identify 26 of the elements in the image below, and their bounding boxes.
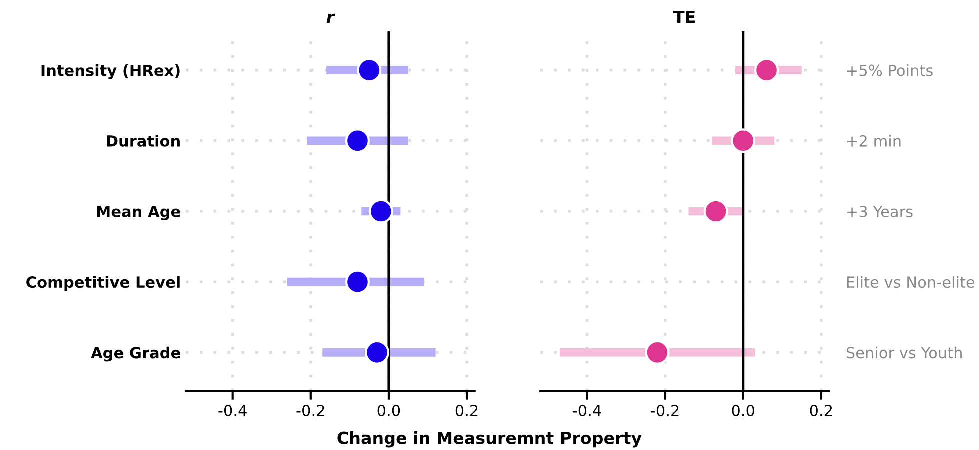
y-tick-label: Senior vs Youth xyxy=(846,346,962,359)
point xyxy=(731,128,756,154)
point xyxy=(345,270,370,294)
y-tick-label: Age Grade xyxy=(91,346,180,362)
point xyxy=(704,199,728,224)
y-tick-label: Duration xyxy=(107,135,180,147)
x-tick-label: -0.2 xyxy=(296,404,324,417)
x-tick-label: 0.2 xyxy=(456,404,478,417)
chart-title: r xyxy=(326,14,336,24)
y-tick-label: +5% Points xyxy=(848,64,933,76)
x-tick-label: 0.0 xyxy=(732,404,754,417)
y-tick-label: Mean Age xyxy=(97,206,180,221)
x-tick-label: -0.4 xyxy=(218,404,247,417)
x-tick-label: 0.0 xyxy=(378,404,400,417)
chart-title: TE xyxy=(674,11,695,24)
x-tick-label: 0.2 xyxy=(810,404,832,417)
y-tick-label: Competitive Level xyxy=(26,276,180,292)
y-tick-label: +3 Years xyxy=(848,206,913,218)
point xyxy=(345,128,370,154)
y-tick-label: Elite vs Non-elite xyxy=(847,276,975,288)
x-tick-label: -0.2 xyxy=(651,404,679,417)
y-tick-label: Intensity (HRex) xyxy=(42,64,180,80)
y-tick-label: +2 min xyxy=(848,135,901,147)
x-tick-label: -0.4 xyxy=(573,404,602,417)
x-axis-title: Change in Measuremnt Property xyxy=(338,431,642,448)
point xyxy=(368,199,394,224)
